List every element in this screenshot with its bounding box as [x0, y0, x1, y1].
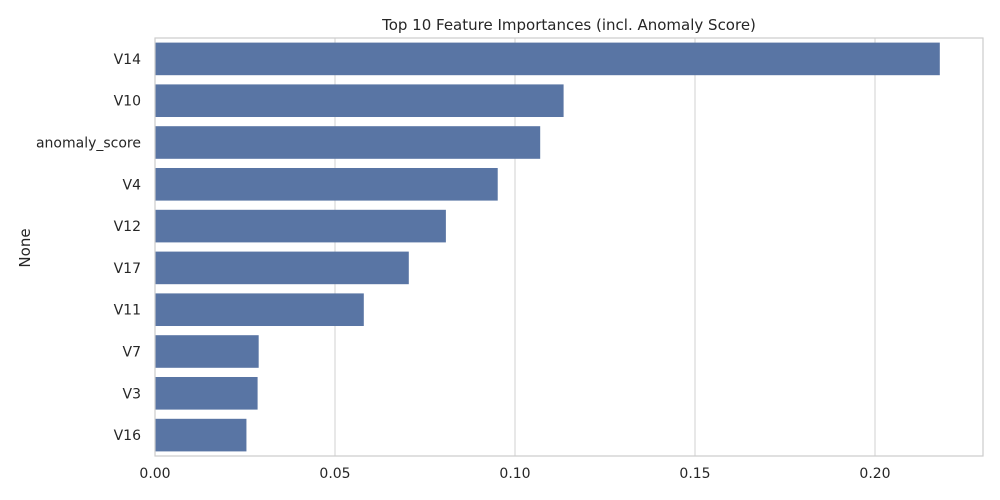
y-tick-label: anomaly_score	[36, 136, 141, 152]
bar-v3	[155, 376, 258, 410]
chart-title: Top 10 Feature Importances (incl. Anomal…	[381, 16, 756, 34]
y-tick-label: V7	[123, 345, 141, 361]
bar-v10	[155, 84, 564, 118]
bar-v4	[155, 167, 498, 201]
y-tick-label: V14	[114, 52, 141, 68]
bar-v17	[155, 251, 409, 285]
y-tick-label: V4	[123, 177, 142, 193]
y-tick-label: V17	[114, 261, 141, 277]
y-tick-label: V11	[114, 303, 141, 319]
x-tick-labels: 0.00 0.05 0.10 0.15 0.20	[139, 466, 890, 482]
y-tick-label: V16	[114, 428, 141, 444]
bar-v14	[155, 42, 940, 76]
bar-v16	[155, 418, 247, 452]
bar-v11	[155, 293, 364, 327]
bar-v7	[155, 335, 259, 368]
y-axis-label: None	[16, 228, 34, 267]
plot-frame	[154, 37, 984, 457]
bars	[155, 42, 940, 452]
y-tick-label: V12	[114, 219, 141, 235]
x-tick-label: 0.05	[319, 466, 350, 482]
x-tick-label: 0.20	[859, 466, 890, 482]
y-tick-label: V10	[114, 94, 141, 110]
y-tick-labels: V14 V10 anomaly_score V4 V12 V17 V11 V7 V3 V16	[36, 52, 141, 444]
x-tick-label: 0.10	[499, 466, 530, 482]
x-tick-label: 0.00	[139, 466, 170, 482]
bar-anomaly-score	[155, 126, 541, 159]
y-tick-label: V3	[123, 386, 141, 402]
x-tick-label: 0.15	[679, 466, 710, 482]
bar-v12	[155, 209, 446, 243]
